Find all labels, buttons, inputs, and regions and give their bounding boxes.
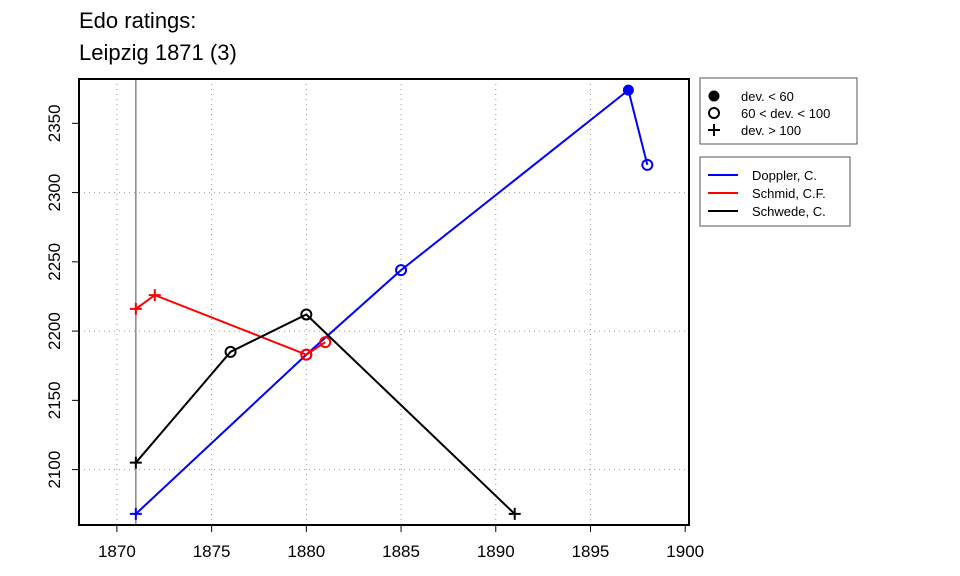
deviation-legend-label-1: 60 < dev. < 100 <box>741 106 830 121</box>
data-point-1-1 <box>148 289 161 302</box>
data-point-2-0 <box>129 456 142 469</box>
y-tick-label-2350: 2350 <box>45 104 64 142</box>
x-tick-label-1900: 1900 <box>666 542 704 561</box>
data-point-0-2 <box>395 264 408 277</box>
data-point-1-0 <box>129 302 142 315</box>
data-point-1-2 <box>300 348 313 361</box>
data-point-0-3 <box>622 84 634 96</box>
x-tick-label-1895: 1895 <box>572 542 610 561</box>
chart-title-line-2: Leipzig 1871 (3) <box>79 40 237 65</box>
series-line-1 <box>135 293 326 356</box>
chart-title-line-1: Edo ratings: <box>79 8 197 33</box>
data-point-0-0 <box>129 507 142 520</box>
deviation-legend-marker-2 <box>708 124 720 136</box>
x-tick-label-1880: 1880 <box>287 542 325 561</box>
series-line-0 <box>135 88 649 515</box>
data-point-2-1 <box>224 345 237 358</box>
data-point-1-3 <box>319 336 332 349</box>
deviation-legend-marker-1 <box>708 107 720 119</box>
x-tick-label-1890: 1890 <box>477 542 515 561</box>
series-legend-label-2: Schwede, C. <box>752 204 826 219</box>
x-tick-label-1875: 1875 <box>193 542 231 561</box>
deviation-legend-label-2: dev. > 100 <box>741 123 801 138</box>
data-point-2-2 <box>300 308 313 321</box>
series-legend-box <box>699 156 851 227</box>
y-tick-label-2250: 2250 <box>45 243 64 281</box>
data-point-2-3 <box>508 507 521 520</box>
series-line-2 <box>135 313 516 515</box>
x-tick-label-1870: 1870 <box>98 542 136 561</box>
y-tick-label-2100: 2100 <box>45 451 64 489</box>
series-legend-label-1: Schmid, C.F. <box>752 186 826 201</box>
plot-frame <box>78 78 690 526</box>
deviation-legend-box <box>699 77 858 145</box>
series-legend-label-0: Doppler, C. <box>752 168 817 183</box>
y-tick-label-2150: 2150 <box>45 381 64 419</box>
deviation-legend-marker-0 <box>708 90 720 102</box>
data-point-0-4 <box>641 158 654 171</box>
deviation-legend-label-0: dev. < 60 <box>741 89 794 104</box>
x-tick-label-1885: 1885 <box>382 542 420 561</box>
y-tick-label-2200: 2200 <box>45 312 64 350</box>
y-tick-label-2300: 2300 <box>45 174 64 212</box>
